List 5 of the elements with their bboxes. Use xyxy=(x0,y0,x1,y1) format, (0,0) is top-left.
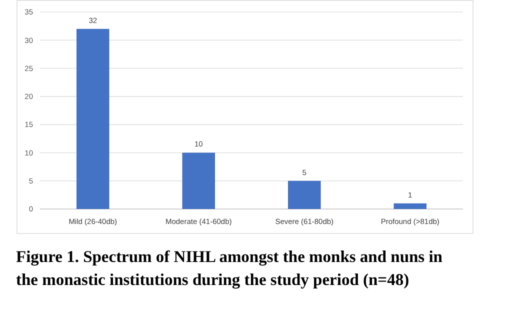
bar xyxy=(76,28,110,209)
caption: Figure 1. Spectrum of NIHL amongst the monks and nuns in the monastic institutions during the study period (n=48) xyxy=(16,247,442,289)
bar xyxy=(394,203,427,209)
bar xyxy=(182,152,216,209)
bar xyxy=(288,180,321,209)
